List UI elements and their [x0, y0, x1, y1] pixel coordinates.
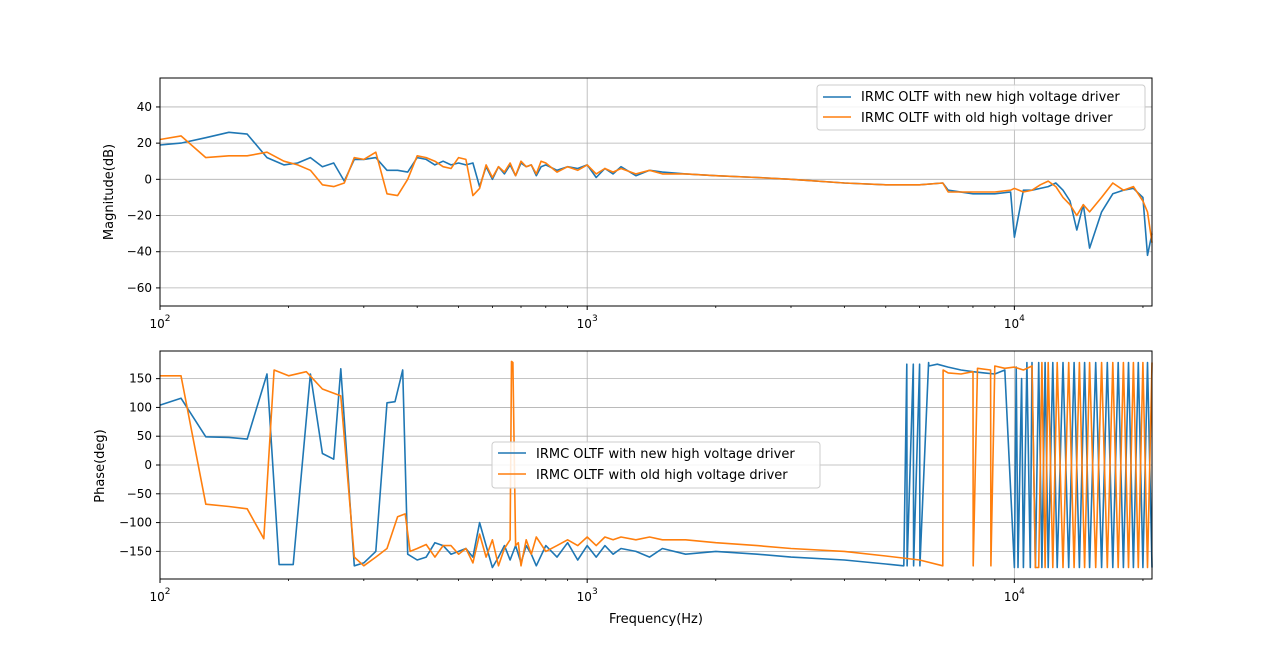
phase-x-axis-label: Frequency(Hz) [609, 612, 703, 627]
magnitude-frame [159, 77, 1153, 307]
phase-grid [159, 351, 1152, 579]
phase-y-tick-label: −100 [119, 516, 152, 530]
magnitude-x-tick-label: 102 [149, 314, 170, 331]
magnitude-y-tick-label: −60 [127, 281, 152, 295]
phase-frame [159, 350, 1153, 580]
magnitude-y-tick-label: 20 [137, 136, 152, 150]
magnitude-major-ticks [156, 106, 1015, 310]
phase-major-ticks [156, 378, 1015, 583]
magnitude-legend-label-old: IRMC OLTF with old high voltage driver [861, 111, 1113, 126]
magnitude-y-tick-label: 0 [144, 172, 152, 186]
phase-y-axis-label: Phase(deg) [93, 429, 108, 502]
magnitude-x-tick-label-exponent: 3 [592, 314, 598, 324]
phase-y-tick-labels: 150 100 50 0 −50 −100 −150 [119, 372, 152, 559]
magnitude-legend-box [816, 84, 1146, 131]
magnitude-legend-label-new: IRMC OLTF with new high voltage driver [861, 90, 1120, 105]
magnitude-x-tick-label: 104 [1004, 314, 1025, 331]
phase-x-tick-label: 102 [149, 587, 170, 604]
phase-y-tick-label: 0 [144, 458, 152, 472]
phase-legend-label-old: IRMC OLTF with old high voltage driver [536, 468, 788, 483]
magnitude-x-tick-label-exponent: 4 [1019, 314, 1025, 324]
magnitude-legend: IRMC OLTF with new high voltage driver I… [816, 84, 1146, 131]
phase-series-old [160, 360, 1153, 569]
magnitude-y-tick-label: −40 [127, 245, 152, 259]
phase-y-tick-label: 100 [129, 400, 152, 414]
phase-legend-box [491, 441, 821, 489]
magnitude-y-tick-label: −20 [127, 209, 152, 223]
phase-legend-label-new: IRMC OLTF with new high voltage driver [536, 447, 795, 462]
phase-x-tick-label: 104 [1004, 587, 1025, 604]
phase-x-tick-label-base: 10 [149, 590, 164, 604]
magnitude-y-tick-labels: 40 20 0 −20 −40 −60 [127, 100, 152, 295]
phase-y-tick-label: 150 [129, 372, 152, 386]
magnitude-y-tick-label: 40 [137, 100, 152, 114]
magnitude-series-old [159, 135, 1153, 243]
magnitude-x-tick-label-base: 10 [149, 317, 164, 331]
phase-lines [159, 360, 1153, 569]
phase-x-tick-label: 103 [577, 587, 598, 604]
magnitude-x-tick-label-base: 10 [577, 317, 592, 331]
magnitude-x-tick-label-exponent: 2 [165, 314, 171, 324]
phase-x-tick-label-base: 10 [1004, 590, 1019, 604]
phase-x-tick-label-base: 10 [577, 590, 592, 604]
phase-x-tick-label-exponent: 4 [1019, 587, 1025, 597]
magnitude-x-tick-label-base: 10 [1004, 317, 1019, 331]
phase-legend: IRMC OLTF with new high voltage driver I… [491, 441, 821, 489]
magnitude-y-axis-label: Magnitude(dB) [102, 144, 117, 240]
phase-x-tick-labels: 102 103 104 [149, 587, 1025, 604]
phase-y-tick-label: 50 [137, 429, 152, 443]
magnitude-x-tick-label: 103 [577, 314, 598, 331]
magnitude-x-tick-labels: 102 103 104 [149, 314, 1025, 331]
phase-x-tick-label-exponent: 3 [592, 587, 598, 597]
magnitude-lines [159, 131, 1153, 257]
phase-y-tick-label: −50 [127, 487, 152, 501]
phase-x-tick-label-exponent: 2 [165, 587, 171, 597]
phase-y-tick-label: −150 [119, 544, 152, 558]
